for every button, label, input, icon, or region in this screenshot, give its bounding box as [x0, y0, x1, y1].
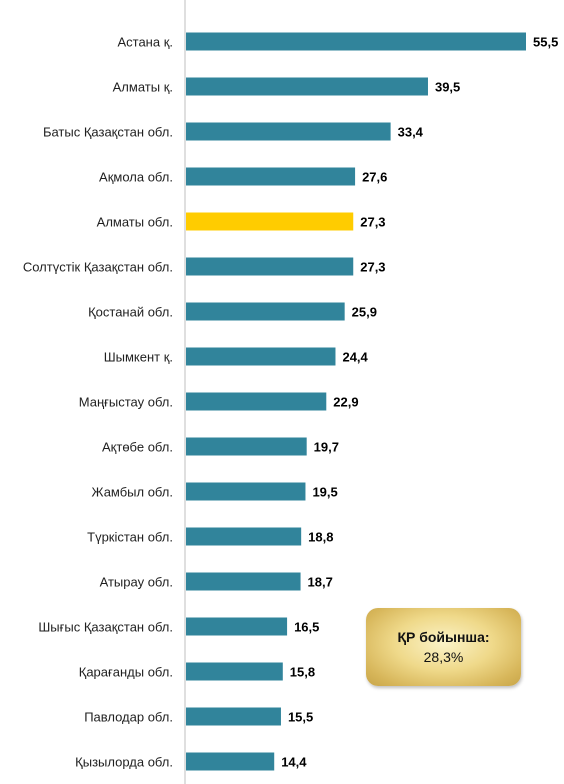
bar [186, 482, 306, 501]
value-label: 39,5 [435, 80, 460, 95]
value-label: 27,3 [360, 260, 385, 275]
bar [186, 437, 307, 456]
category-label: Қостанай обл. [88, 305, 173, 320]
bar [186, 572, 301, 591]
bar [186, 167, 356, 186]
bar [186, 212, 354, 231]
category-label: Ақмола обл. [99, 170, 173, 185]
value-label: 24,4 [342, 350, 368, 365]
value-label: 16,5 [294, 620, 319, 635]
category-label: Атырау обл. [100, 575, 173, 590]
value-label: 33,4 [398, 125, 424, 140]
category-label: Қызылорда обл. [75, 755, 173, 770]
category-label: Жамбыл обл. [92, 485, 173, 500]
value-label: 55,5 [533, 35, 558, 50]
value-label: 25,9 [352, 305, 377, 320]
bar [186, 122, 391, 141]
value-label: 15,5 [288, 710, 313, 725]
bar [186, 302, 345, 321]
category-label: Астана қ. [117, 35, 173, 50]
bar [186, 32, 526, 51]
category-label: Түркістан обл. [87, 530, 173, 545]
category-label: Алматы обл. [97, 215, 173, 230]
value-label: 14,4 [281, 755, 307, 770]
bar [186, 347, 336, 366]
category-label: Шымкент қ. [104, 350, 173, 365]
category-label: Шығыс Қазақстан обл. [38, 620, 173, 635]
value-label: 22,9 [333, 395, 358, 410]
category-label: Солтүстік Қазақстан обл. [23, 260, 173, 275]
value-label: 27,3 [360, 215, 385, 230]
category-label: Павлодар обл. [84, 710, 173, 725]
callout-title: ҚР бойынша: [397, 629, 490, 645]
bar [186, 257, 354, 276]
bar [186, 617, 288, 636]
value-label: 18,8 [308, 530, 333, 545]
bar [186, 392, 327, 411]
value-label: 15,8 [290, 665, 315, 680]
national-average-callout: ҚР бойынша: 28,3% [366, 608, 521, 686]
bar [186, 77, 428, 96]
callout-value: 28,3% [423, 649, 464, 665]
bar [186, 662, 283, 681]
bar [186, 527, 302, 546]
value-label: 19,5 [312, 485, 337, 500]
bar [186, 752, 275, 771]
category-label: Ақтөбе обл. [102, 440, 173, 455]
value-label: 18,7 [308, 575, 333, 590]
category-label: Алматы қ. [113, 80, 173, 95]
bar [186, 707, 281, 726]
category-label: Батыс Қазақстан обл. [43, 125, 173, 140]
value-label: 27,6 [362, 170, 387, 185]
category-label: Қарағанды обл. [79, 665, 173, 680]
value-label: 19,7 [314, 440, 339, 455]
category-label: Маңғыстау обл. [79, 395, 173, 410]
